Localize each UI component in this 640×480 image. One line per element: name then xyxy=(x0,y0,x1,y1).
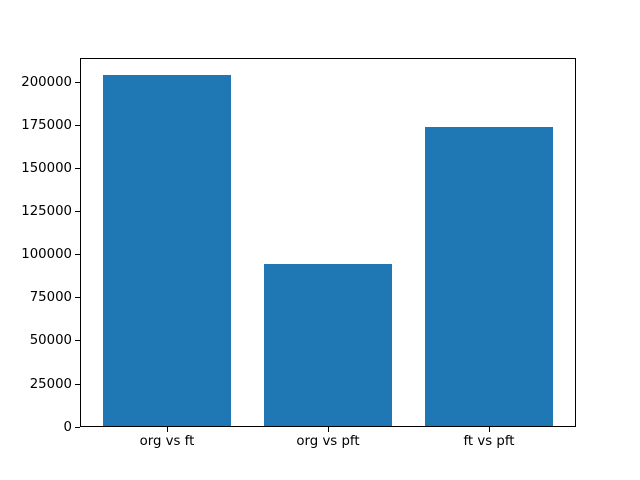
y-tick-mark xyxy=(75,254,80,256)
y-tick-mark xyxy=(75,426,80,428)
y-tick-label: 100000 xyxy=(21,247,72,263)
y-tick-label: 50000 xyxy=(29,333,72,349)
y-tick-mark xyxy=(75,124,80,126)
x-tick-mark xyxy=(488,427,490,433)
y-tick-label: 0 xyxy=(63,419,72,435)
y-tick-label: 125000 xyxy=(21,204,72,219)
y-tick-label: 175000 xyxy=(21,117,72,133)
y-tick-mark xyxy=(75,297,80,299)
x-tick-label: ft vs pft xyxy=(463,433,515,449)
y-tick-label: 75000 xyxy=(29,290,72,306)
bar-org-vs-ft xyxy=(102,75,232,428)
y-tick-mark xyxy=(75,167,80,169)
y-tick-mark xyxy=(75,340,80,342)
x-tick-mark xyxy=(166,427,168,433)
x-tick-mark xyxy=(327,427,329,433)
y-tick-label: 200000 xyxy=(21,74,72,90)
x-tick-label: org vs ft xyxy=(139,433,195,449)
bar-org-vs-pft xyxy=(263,263,393,428)
y-tick-mark xyxy=(75,81,80,83)
x-tick-label: org vs pft xyxy=(296,433,360,449)
y-tick-label: 150000 xyxy=(21,160,72,176)
y-tick-mark xyxy=(75,383,80,385)
y-tick-mark xyxy=(75,211,80,212)
bar-ft-vs-pft xyxy=(424,127,554,428)
y-tick-label: 25000 xyxy=(29,376,72,392)
